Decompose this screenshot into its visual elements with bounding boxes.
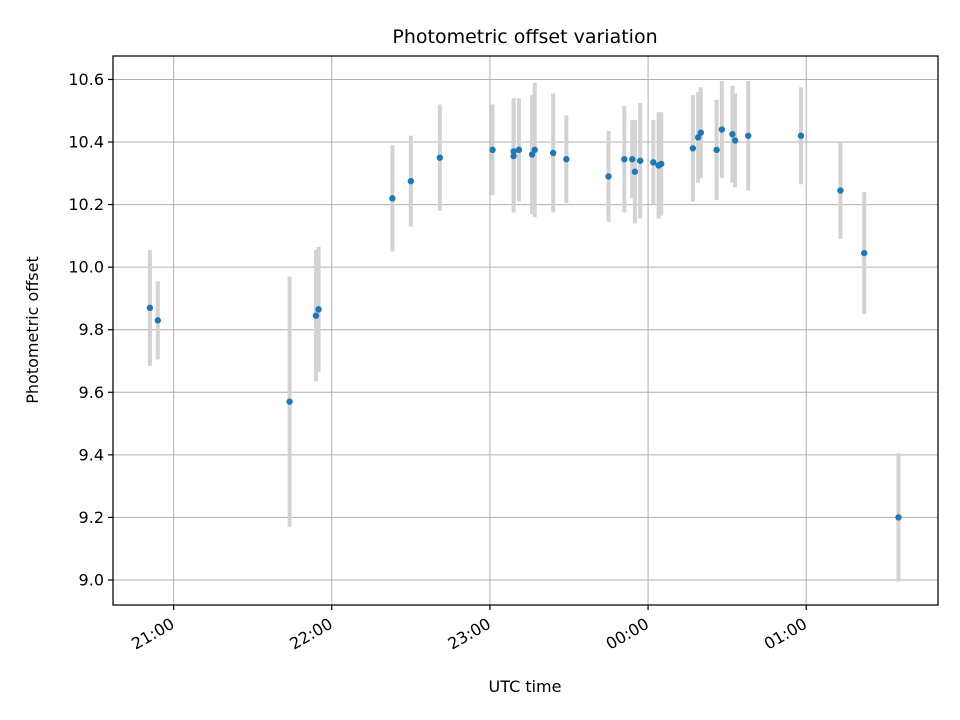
data-point	[531, 146, 538, 154]
y-axis-title: Photometric offset	[23, 256, 42, 404]
data-point	[510, 152, 517, 160]
data-point	[407, 177, 415, 185]
data-point	[549, 149, 557, 157]
data-point	[510, 148, 517, 155]
data-point	[689, 145, 697, 152]
data-point	[860, 249, 868, 257]
data-point	[650, 159, 657, 166]
data-point	[713, 146, 720, 154]
data-point	[745, 132, 752, 139]
x-axis-title: UTC time	[489, 677, 562, 696]
point-layer	[146, 126, 902, 521]
y-tick-label: 10.4	[68, 133, 104, 152]
data-point	[312, 312, 320, 319]
y-tick-label: 10.0	[68, 258, 104, 277]
data-point	[315, 306, 322, 313]
data-point	[694, 134, 702, 141]
y-tick-label: 9.8	[79, 320, 104, 339]
data-point	[621, 156, 628, 163]
y-tick-label: 9.4	[79, 445, 104, 464]
y-tick-label: 10.2	[68, 195, 104, 214]
data-point	[731, 137, 739, 144]
data-point	[154, 317, 162, 324]
data-point	[697, 129, 704, 136]
data-point	[718, 126, 726, 133]
data-point	[629, 156, 636, 163]
data-point	[797, 132, 805, 139]
data-point	[146, 304, 154, 312]
data-point	[895, 514, 902, 521]
y-tick-label: 9.2	[79, 508, 104, 527]
data-point	[389, 195, 396, 202]
data-point	[729, 131, 736, 138]
data-point	[436, 154, 444, 161]
data-point	[528, 151, 536, 158]
data-point	[605, 173, 612, 180]
data-point	[489, 146, 496, 154]
data-point	[636, 157, 644, 164]
plot-frame	[112, 55, 939, 606]
data-point	[563, 156, 570, 163]
y-tick-label: 10.6	[68, 70, 104, 89]
data-point	[837, 187, 844, 194]
data-point	[658, 160, 665, 168]
data-point	[631, 168, 639, 175]
y-tick-label: 9.6	[79, 383, 104, 402]
chart-title: Photometric offset variation	[392, 26, 657, 48]
data-point	[515, 146, 523, 154]
data-point	[286, 398, 293, 405]
y-tick-label: 9.0	[79, 570, 104, 589]
